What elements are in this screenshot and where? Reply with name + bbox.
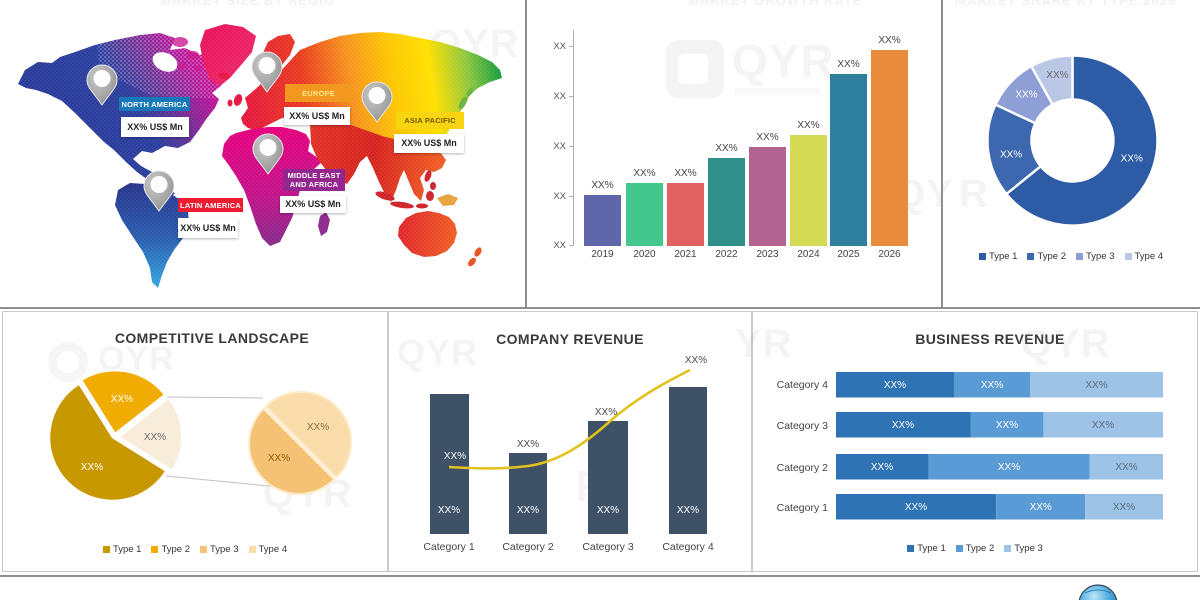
svg-text:Category 3: Category 3: [777, 420, 829, 432]
svg-text:Category 1: Category 1: [777, 502, 829, 514]
svg-text:Category 3: Category 3: [582, 541, 634, 553]
svg-text:XX%: XX%: [595, 407, 617, 418]
svg-text:Category 2: Category 2: [777, 462, 829, 474]
svg-text:XX%: XX%: [81, 462, 103, 473]
svg-text:XX%: XX%: [517, 505, 539, 516]
svg-text:XX%: XX%: [438, 505, 460, 516]
svg-text:XX%: XX%: [677, 505, 699, 516]
svg-text:XX%: XX%: [144, 432, 166, 443]
svg-text:XX%: XX%: [111, 394, 133, 405]
svg-text:XX%: XX%: [1046, 70, 1068, 81]
svg-text:XX%: XX%: [1115, 462, 1137, 473]
svg-text:XX%: XX%: [1000, 150, 1022, 161]
svg-text:XX%: XX%: [517, 439, 539, 450]
svg-text:XX%: XX%: [884, 380, 906, 391]
svg-text:XX%: XX%: [268, 453, 290, 464]
svg-text:XX%: XX%: [1015, 90, 1037, 101]
svg-text:XX%: XX%: [996, 420, 1018, 431]
svg-text:XX%: XX%: [1113, 502, 1135, 513]
svg-text:XX%: XX%: [892, 420, 914, 431]
svg-text:Category 1: Category 1: [423, 541, 475, 553]
svg-text:Category 4: Category 4: [662, 541, 714, 553]
svg-text:XX%: XX%: [597, 505, 619, 516]
svg-text:XX%: XX%: [685, 355, 707, 366]
svg-text:XX%: XX%: [444, 451, 466, 462]
svg-text:XX%: XX%: [1092, 420, 1114, 431]
svg-text:Category 2: Category 2: [502, 541, 554, 553]
svg-text:XX%: XX%: [307, 422, 329, 433]
svg-text:XX%: XX%: [905, 502, 927, 513]
svg-text:XX%: XX%: [998, 462, 1020, 473]
svg-text:XX%: XX%: [871, 462, 893, 473]
svg-text:XX%: XX%: [1085, 380, 1107, 391]
svg-text:XX%: XX%: [1030, 502, 1052, 513]
svg-text:XX%: XX%: [981, 380, 1003, 391]
svg-text:Category 4: Category 4: [777, 379, 829, 391]
svg-text:XX%: XX%: [1121, 154, 1143, 165]
